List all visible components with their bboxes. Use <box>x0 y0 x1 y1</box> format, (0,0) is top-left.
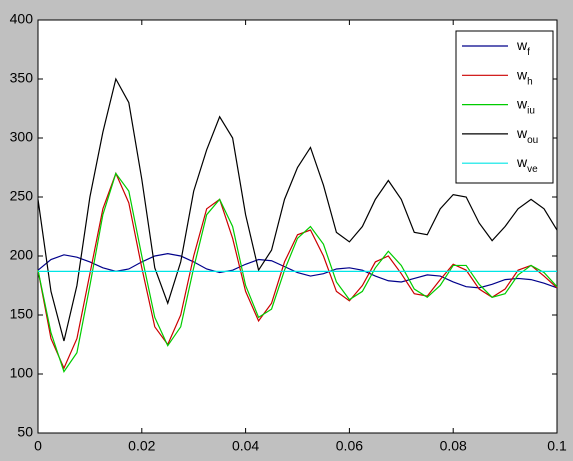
legend-label: wf <box>516 37 530 58</box>
legend-label: wve <box>516 154 538 175</box>
x-tick-label: 0 <box>34 438 42 454</box>
legend-label-sub: f <box>527 47 530 58</box>
series-line <box>37 171 558 370</box>
x-tick-label: 0.08 <box>440 438 467 454</box>
x-tick-label: 0.04 <box>232 438 259 454</box>
y-tick-label: 200 <box>10 247 34 263</box>
x-tick-label: 0.02 <box>128 438 155 454</box>
legend-label-sub: ou <box>527 135 538 146</box>
legend-label-main: w <box>516 125 528 141</box>
legend-label: wou <box>516 125 538 146</box>
legend-label-main: w <box>516 154 528 170</box>
legend-label-main: w <box>516 37 528 53</box>
y-tick-label: 100 <box>10 365 34 381</box>
y-tick-label: 300 <box>10 129 34 145</box>
y-tick-label: 250 <box>10 188 34 204</box>
legend-label-main: w <box>516 95 528 111</box>
series-line <box>37 253 558 289</box>
y-tick-label: 150 <box>10 306 34 322</box>
x-tick-label: 0.06 <box>336 438 363 454</box>
y-tick-label: 350 <box>10 70 34 86</box>
legend-label-sub: iu <box>527 105 535 116</box>
legend-label-sub: h <box>527 76 533 87</box>
legend-box <box>455 30 554 184</box>
x-tick-label: 0.1 <box>547 438 567 454</box>
y-tick-label: 50 <box>17 424 33 440</box>
series-line <box>37 77 558 342</box>
legend-label-main: w <box>516 66 528 82</box>
legend-label: wh <box>516 66 533 87</box>
legend-label: wiu <box>516 95 535 116</box>
legend-label-sub: ve <box>527 164 538 175</box>
y-tick-label: 400 <box>10 11 34 27</box>
